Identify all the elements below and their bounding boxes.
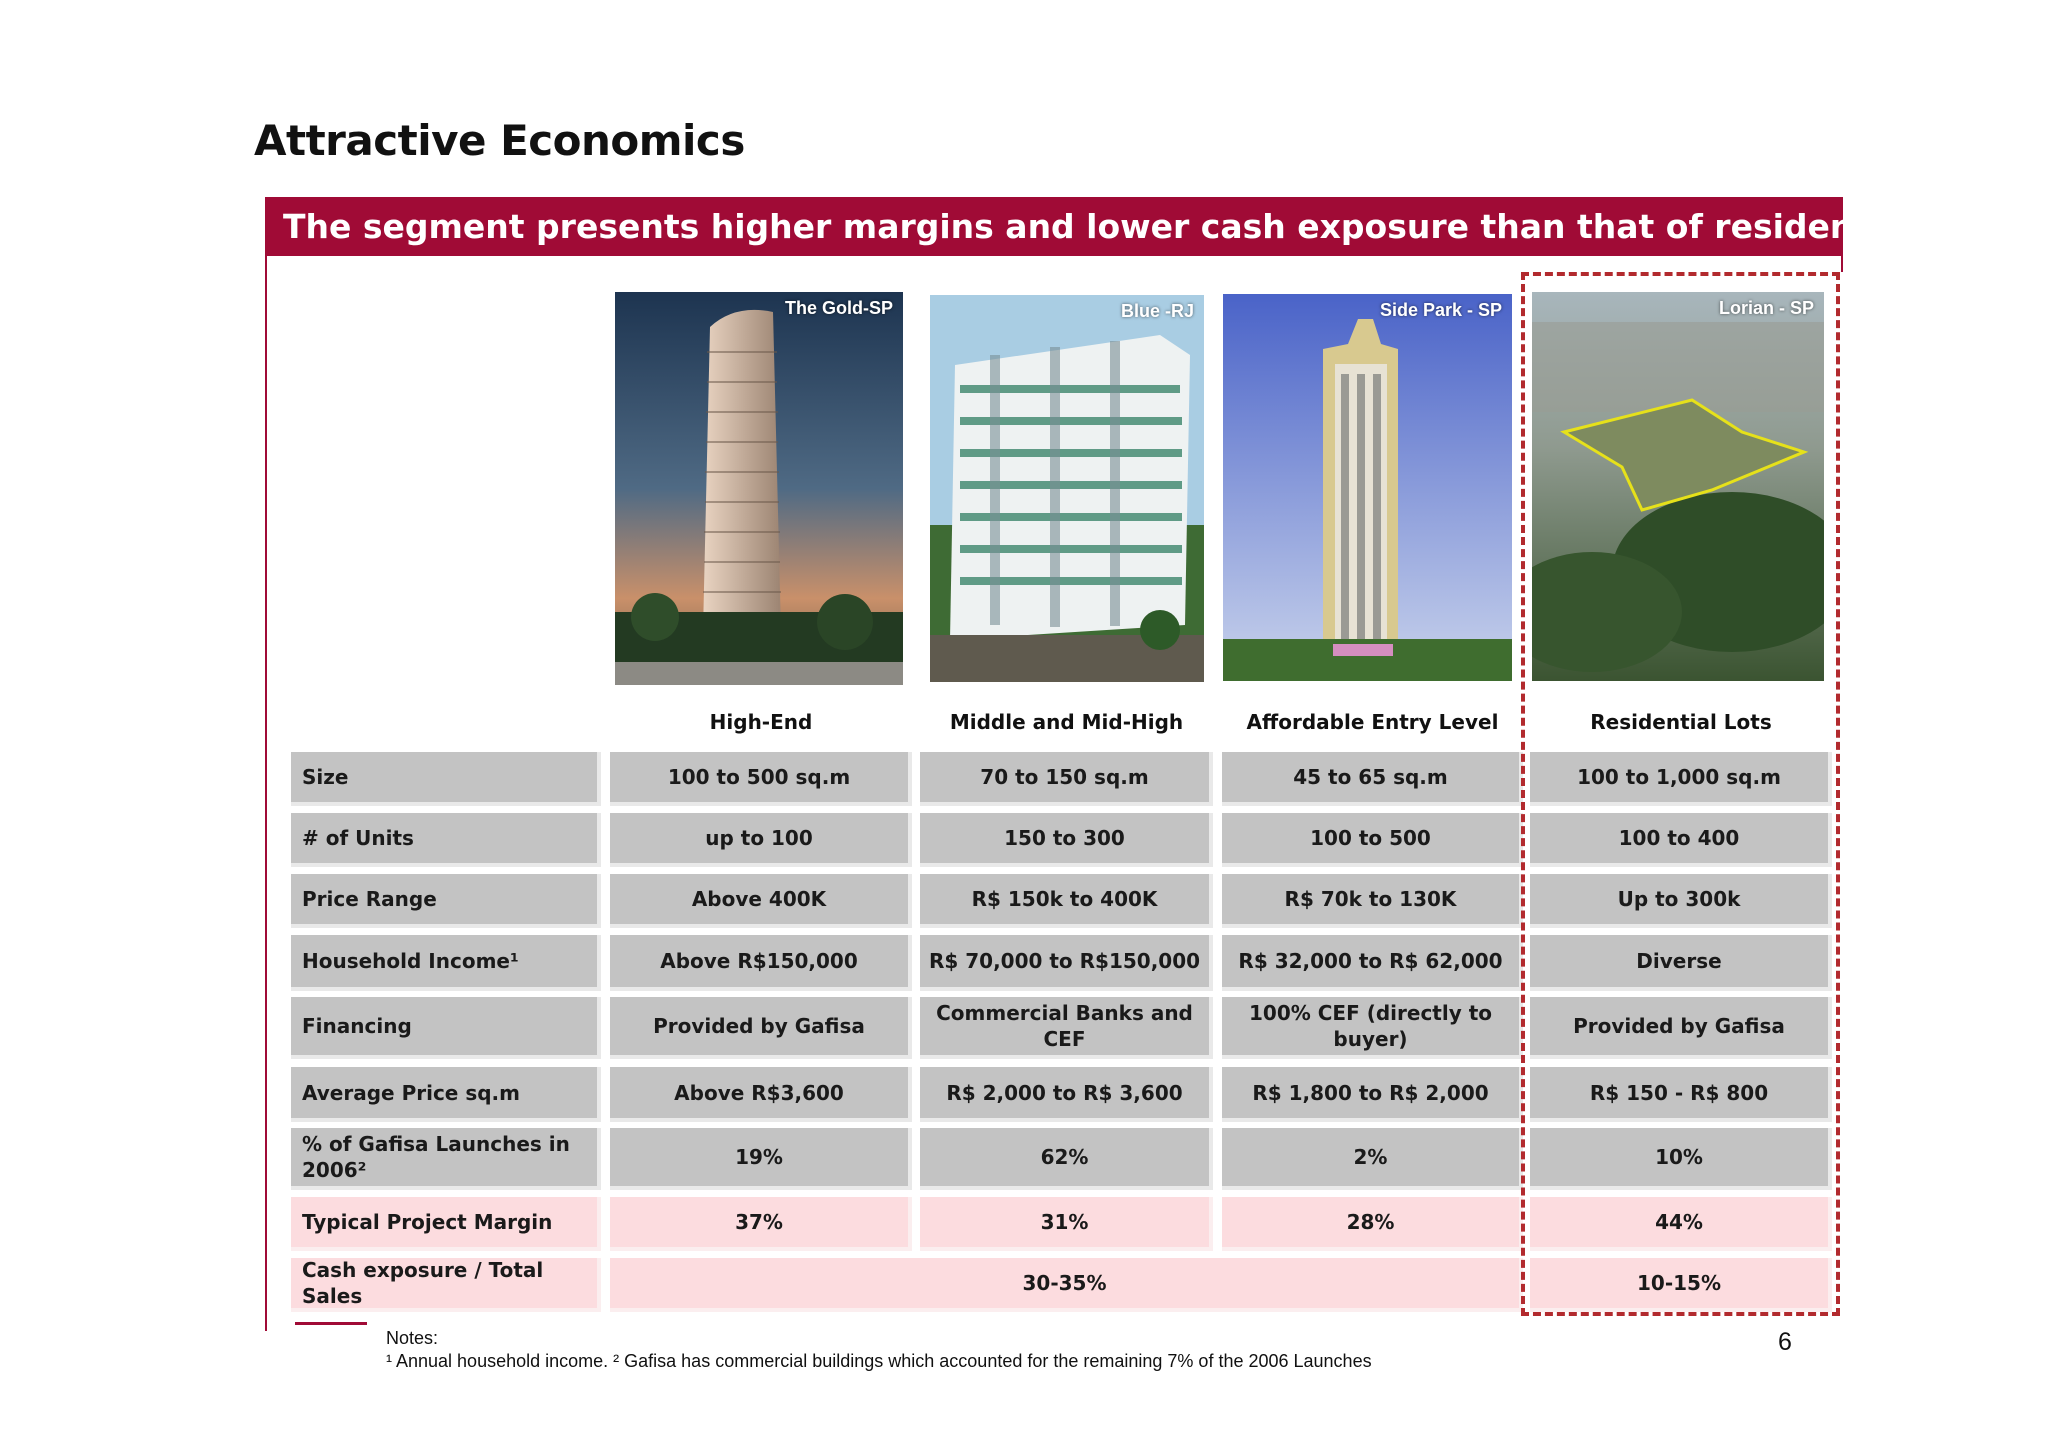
table-cell: Above R$3,600: [610, 1067, 912, 1122]
row-label-project-margin: Typical Project Margin: [291, 1197, 601, 1251]
table-cell: R$ 70k to 130K: [1222, 874, 1523, 928]
photo-residential-lots: Lorian - SP: [1532, 292, 1824, 681]
segment-header-residential-lots: Residential Lots: [1590, 710, 1772, 734]
table-cell: up to 100: [610, 813, 912, 867]
segment-header-affordable: Affordable Entry Level: [1246, 710, 1499, 734]
table-cell: Commercial Banks and CEF: [920, 997, 1213, 1059]
table-cell: 45 to 65 sq.m: [1222, 752, 1523, 806]
table-cell: 100 to 500: [1222, 813, 1523, 867]
photo-label: Side Park - SP: [1379, 300, 1502, 320]
table-cell: Provided by Gafisa: [610, 997, 912, 1059]
table-cell-merged: 30-35%: [610, 1258, 1523, 1312]
table-cell: R$ 1,800 to R$ 2,000: [1222, 1067, 1523, 1122]
row-label-units: # of Units: [291, 813, 601, 867]
table-cell: R$ 32,000 to R$ 62,000: [1222, 935, 1523, 991]
table-cell: Above 400K: [610, 874, 912, 928]
affordable-tower-image: [1223, 294, 1512, 681]
photo-mid-high: Blue -RJ: [930, 295, 1204, 682]
table-cell: Diverse: [1530, 935, 1832, 991]
table-cell: 100 to 400: [1530, 813, 1832, 867]
table-cell: 19%: [610, 1128, 912, 1190]
table-cell: R$ 70,000 to R$150,000: [920, 935, 1213, 991]
row-label-launches: % of Gafisa Launches in 2006²: [291, 1128, 601, 1190]
row-label-price-range: Price Range: [291, 874, 601, 928]
table-cell: R$ 150k to 400K: [920, 874, 1213, 928]
row-label-cash-exposure: Cash exposure / Total Sales: [291, 1258, 601, 1312]
table-cell: 2%: [1222, 1128, 1523, 1190]
table-cell: 37%: [610, 1197, 912, 1251]
segment-header-high-end: High-End: [709, 710, 813, 734]
table-cell: 28%: [1222, 1197, 1523, 1251]
notes-title: Notes:: [386, 1328, 439, 1348]
residential-lots-aerial-image: [1532, 292, 1824, 681]
notes-body: ¹ Annual household income. ² Gafisa has …: [386, 1351, 1372, 1371]
segment-header-middle: Middle and Mid-High: [949, 710, 1184, 734]
table-cell: 100% CEF (directly to buyer): [1222, 997, 1523, 1059]
table-cell: Up to 300k: [1530, 874, 1832, 928]
notes-divider: [295, 1322, 367, 1325]
table-cell: 150 to 300: [920, 813, 1213, 867]
photo-label: The Gold-SP: [785, 298, 893, 318]
row-label-financing: Financing: [291, 997, 601, 1059]
page-number: 6: [1778, 1328, 1792, 1356]
headline-banner: The segment presents higher margins and …: [265, 197, 2048, 256]
high-end-tower-image: [615, 292, 903, 685]
table-cell: 31%: [920, 1197, 1213, 1251]
row-label-size: Size: [291, 752, 601, 806]
photo-high-end: The Gold-SP: [615, 292, 903, 685]
table-cell: 10%: [1530, 1128, 1832, 1190]
table-cell: 70 to 150 sq.m: [920, 752, 1213, 806]
photo-affordable: Side Park - SP: [1223, 294, 1512, 681]
table-cell: R$ 150 - R$ 800: [1530, 1067, 1832, 1122]
row-label-household-income: Household Income¹: [291, 935, 601, 991]
row-label-average-price: Average Price sq.m: [291, 1067, 601, 1122]
table-cell: 62%: [920, 1128, 1213, 1190]
table-cell: R$ 2,000 to R$ 3,600: [920, 1067, 1213, 1122]
table-cell: 100 to 1,000 sq.m: [1530, 752, 1832, 806]
photo-label: Blue -RJ: [1120, 301, 1194, 321]
table-cell: Above R$150,000: [610, 935, 912, 991]
table-cell: 100 to 500 sq.m: [610, 752, 912, 806]
residential-lots-highlight-box: [1521, 272, 1840, 1316]
table-cell: 10-15%: [1530, 1258, 1832, 1312]
photo-label: Lorian - SP: [1718, 298, 1814, 318]
table-cell: Provided by Gafisa: [1530, 997, 1832, 1059]
page-title: Attractive Economics: [254, 116, 745, 165]
mid-high-building-image: [930, 295, 1204, 682]
right-rule-divider: [1841, 256, 1843, 272]
table-cell: 44%: [1530, 1197, 1832, 1251]
left-rule-divider: [265, 256, 267, 1331]
